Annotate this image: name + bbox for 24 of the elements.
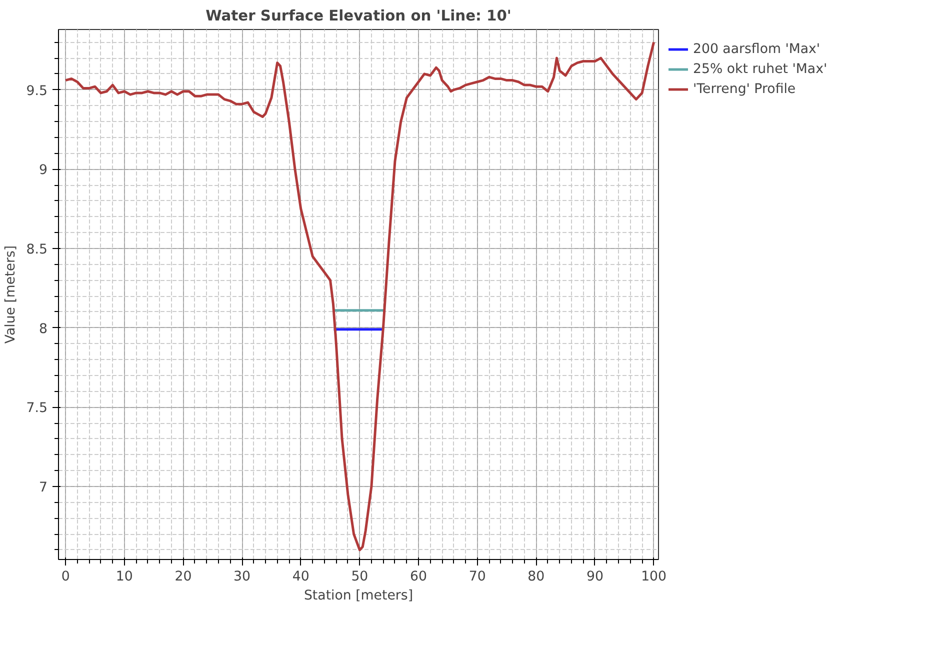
line-series xyxy=(64,40,656,552)
x-tick-label: 40 xyxy=(292,570,310,584)
x-tick-label: 20 xyxy=(174,570,192,584)
x-tick-label: 30 xyxy=(234,570,251,584)
y-tick-label: 7.5 xyxy=(26,401,48,416)
y-axis-title: Value [meters] xyxy=(3,245,18,344)
x-tick-label: 100 xyxy=(641,570,667,584)
y-tick-label: 8.5 xyxy=(26,242,48,258)
x-tick-label: 10 xyxy=(116,570,133,584)
x-tick-label: 70 xyxy=(468,570,486,584)
x-tick-label: 50 xyxy=(351,570,368,584)
x-tick-label: 90 xyxy=(586,570,604,584)
x-axis-title: Station [meters] xyxy=(304,588,414,604)
y-tick-label: 9 xyxy=(39,163,48,178)
y-tick-label: 9.5 xyxy=(26,84,48,99)
legend-label: 'Terreng' Profile xyxy=(693,82,796,96)
x-tick-label: 60 xyxy=(410,570,427,584)
legend-label: 200 aarsflom 'Max' xyxy=(693,42,820,56)
x-tick-label: 0 xyxy=(61,570,70,584)
legend-label: 25% okt ruhet 'Max' xyxy=(693,62,828,76)
chart-title: Water Surface Elevation on 'Line: 10' xyxy=(206,8,512,24)
y-tick-label: 7 xyxy=(39,480,48,496)
x-tick-label: 80 xyxy=(528,570,545,584)
y-tick-label: 8 xyxy=(39,322,48,337)
